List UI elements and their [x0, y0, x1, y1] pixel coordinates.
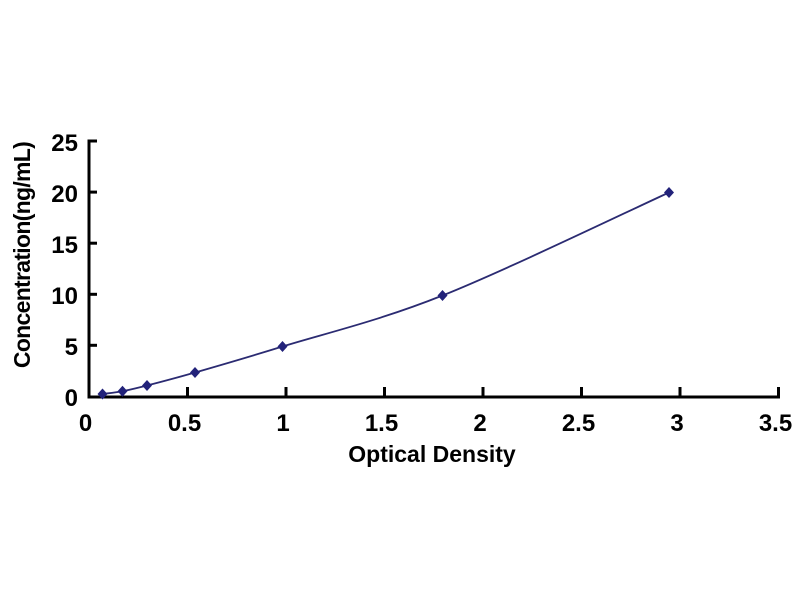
svg-text:20: 20 [51, 181, 78, 208]
svg-text:15: 15 [51, 232, 78, 259]
svg-text:25: 25 [51, 130, 78, 157]
svg-text:1.5: 1.5 [365, 410, 398, 437]
svg-text:Concentration(ng/mL): Concentration(ng/mL) [9, 142, 35, 368]
svg-text:Optical Density: Optical Density [348, 441, 516, 467]
svg-text:1: 1 [276, 410, 289, 437]
svg-text:0.5: 0.5 [168, 410, 201, 437]
svg-text:3.5: 3.5 [759, 410, 792, 437]
svg-text:2: 2 [473, 410, 486, 437]
svg-text:0: 0 [79, 410, 92, 437]
svg-text:3: 3 [670, 410, 683, 437]
svg-text:0: 0 [65, 385, 78, 412]
svg-text:5: 5 [65, 334, 78, 361]
svg-text:10: 10 [51, 283, 78, 310]
svg-text:2.5: 2.5 [562, 410, 595, 437]
